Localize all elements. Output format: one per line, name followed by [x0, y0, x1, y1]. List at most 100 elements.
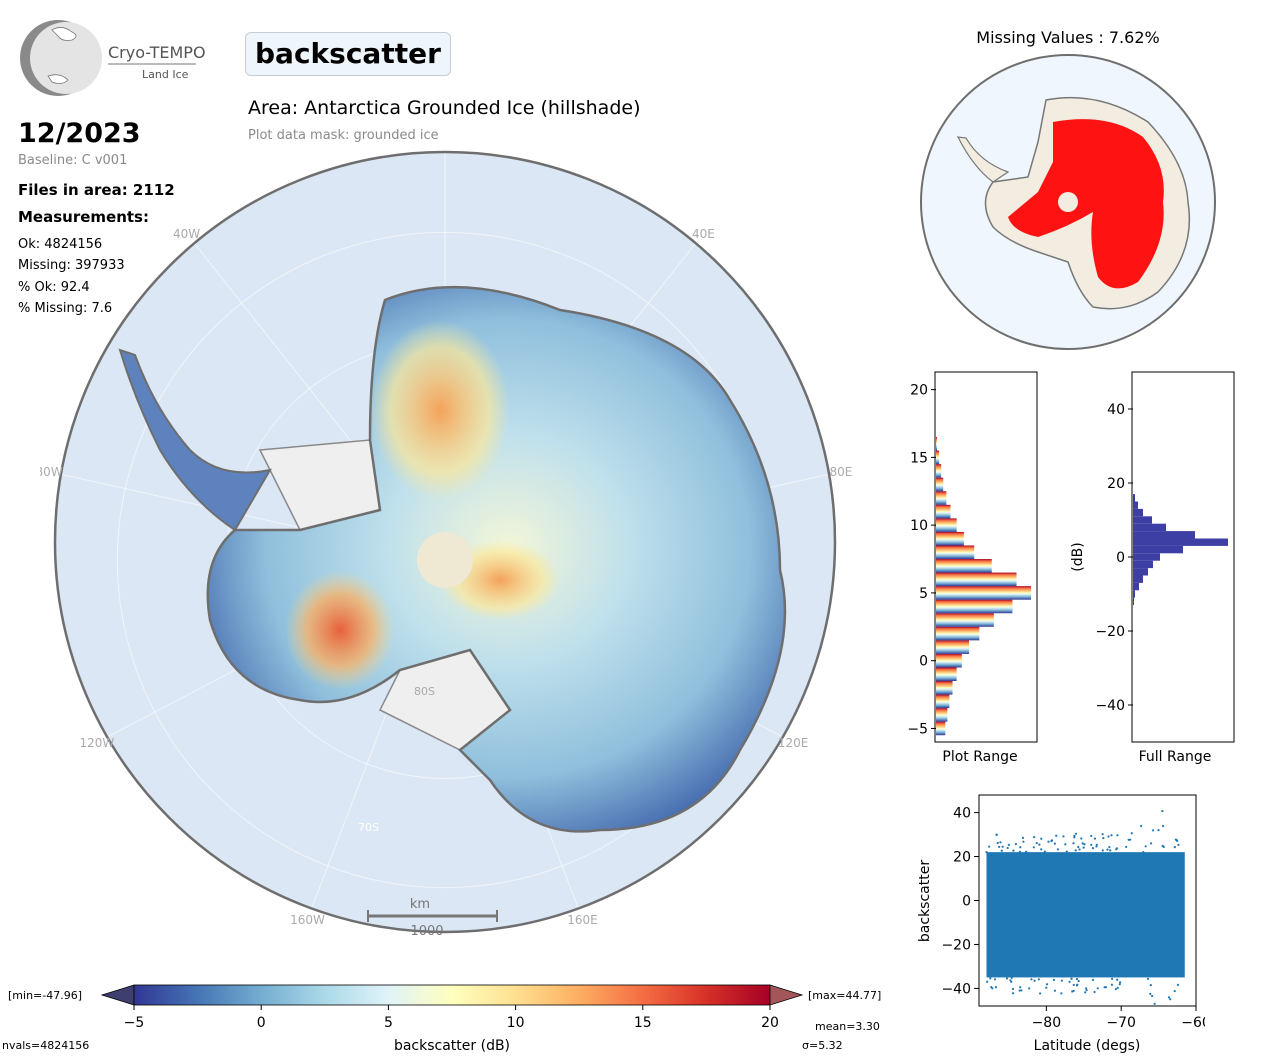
variable-title: backscatter: [245, 32, 451, 76]
scatter-point: [1030, 978, 1033, 981]
plot-hist-bar: [936, 694, 950, 709]
stat-pct-ok: % Ok: 92.4: [18, 280, 90, 295]
lon-label-80w: 80W: [40, 465, 63, 479]
scatter-point: [1022, 840, 1025, 843]
colorbar-tick-label: 5: [384, 1015, 393, 1031]
full-hist-bar: [1133, 590, 1135, 598]
scatter-point: [1047, 840, 1050, 843]
scatter-point: [999, 841, 1002, 844]
scatter-point: [1018, 989, 1021, 992]
scatter-point: [1068, 980, 1071, 983]
colorbar-gradient: [133, 984, 771, 1006]
scatter-point: [1169, 998, 1172, 1001]
lon-label-80e: 80E: [829, 465, 852, 479]
full-hist-bar: [1133, 560, 1153, 569]
scatter-point: [1056, 848, 1060, 851]
scatter-point: [1018, 850, 1022, 853]
scatter-point: [1130, 832, 1133, 835]
scatter-point: [1101, 833, 1104, 836]
scatter-point: [988, 845, 991, 848]
colorbar-tick-label: 0: [257, 1015, 266, 1031]
warm-region-marie-byrd: [285, 570, 395, 690]
plot-hist-tick-label: 0: [919, 654, 928, 670]
scatter-point: [1116, 978, 1119, 981]
stat-ok: Ok: 4824156: [18, 237, 103, 252]
histogram-full-range-label: Full Range: [1139, 749, 1212, 765]
scatter-point: [1043, 850, 1046, 853]
cryo-tempo-logo: Cryo-TEMPO Land Ice: [18, 16, 208, 100]
scatter-point: [1084, 987, 1088, 990]
scatter-point: [1173, 846, 1176, 849]
scatter-point: [1095, 843, 1098, 846]
period-label: 12/2023: [18, 118, 141, 149]
scatter-point: [1144, 845, 1147, 848]
scatter-point: [1116, 834, 1119, 837]
scatter-point: [1032, 846, 1035, 849]
lon-label-120w: 120W: [79, 736, 114, 750]
scatter-point: [1125, 845, 1128, 848]
scatter-point: [996, 841, 999, 845]
plot-hist-bar: [936, 721, 946, 736]
scatter-point: [1127, 838, 1130, 841]
scatter-point: [1040, 837, 1043, 840]
scatter-point: [994, 986, 998, 989]
scatter-point: [1010, 980, 1013, 983]
scatter-point: [1152, 829, 1155, 832]
plot-hist-bar: [936, 504, 951, 519]
scatter-point: [1053, 842, 1057, 845]
plot-hist-tick-label: −5: [907, 721, 928, 737]
scatter-point: [1077, 979, 1080, 983]
plot-hist-bar: [936, 437, 938, 451]
scatter-point: [1110, 834, 1113, 837]
scatter-point: [1118, 983, 1121, 986]
plot-hist-tick-label: 5: [919, 586, 928, 602]
scatter-point: [1021, 836, 1025, 839]
scatter-point: [1114, 987, 1117, 991]
scatter-point: [991, 987, 994, 990]
scatter-point: [1073, 834, 1076, 837]
scatter-point: [1040, 848, 1043, 851]
scatter-point: [1019, 986, 1022, 989]
measurements-title: Measurements:: [18, 208, 149, 226]
scatter-point: [1081, 842, 1084, 845]
full-hist-bar: [1133, 568, 1148, 576]
scatter-point: [1020, 989, 1023, 992]
missing-values-title: Missing Values : 7.62%: [976, 28, 1160, 47]
scatter-point: [1045, 986, 1048, 989]
scatter-point: [1077, 845, 1080, 849]
plot-hist-bar: [936, 518, 957, 532]
stat-pct-missing: % Missing: 7.6: [18, 301, 113, 316]
histogram-full-range: −40 −20 0 20 40 (dB) Full Range: [1060, 365, 1250, 770]
scatter-point: [1096, 987, 1099, 990]
scatter-point: [1161, 844, 1164, 847]
scatter-point: [1108, 846, 1111, 849]
full-hist-bar: [1133, 494, 1135, 502]
scatter-point: [1091, 978, 1095, 981]
full-hist-bar: [1133, 538, 1228, 546]
plot-hist-bar: [936, 464, 942, 478]
scatter-point: [1033, 979, 1036, 982]
colorbar-tick-label: 10: [507, 1015, 525, 1031]
plot-hist-bar: [936, 491, 947, 505]
scatter-point: [998, 845, 1001, 849]
colorbar-tick-label: −5: [124, 1015, 145, 1031]
scatter-point: [1065, 850, 1068, 853]
scatter-point: [1028, 987, 1031, 990]
scatter-point: [1090, 843, 1093, 846]
scatter-point: [1157, 829, 1160, 832]
lon-label-40e: 40E: [692, 227, 715, 241]
plot-hist-bar: [936, 653, 962, 668]
scatter-point: [1033, 835, 1036, 839]
colorbar-tick-label: 15: [634, 1015, 652, 1031]
scatter-point: [1142, 851, 1145, 854]
scatter-xtick-label: −70: [1106, 1015, 1136, 1031]
scatter-point: [985, 850, 988, 854]
scatter-point: [1062, 835, 1065, 838]
colorbar-max-label: [max=44.77]: [808, 989, 881, 1002]
colorbar-label: backscatter (dB): [394, 1038, 510, 1054]
scatter-point: [1167, 996, 1171, 999]
mini-peninsula: [956, 136, 1010, 183]
pole-hole: [417, 532, 473, 588]
full-hist-tick-label: 20: [1107, 476, 1125, 492]
scatter-point: [1037, 978, 1040, 981]
